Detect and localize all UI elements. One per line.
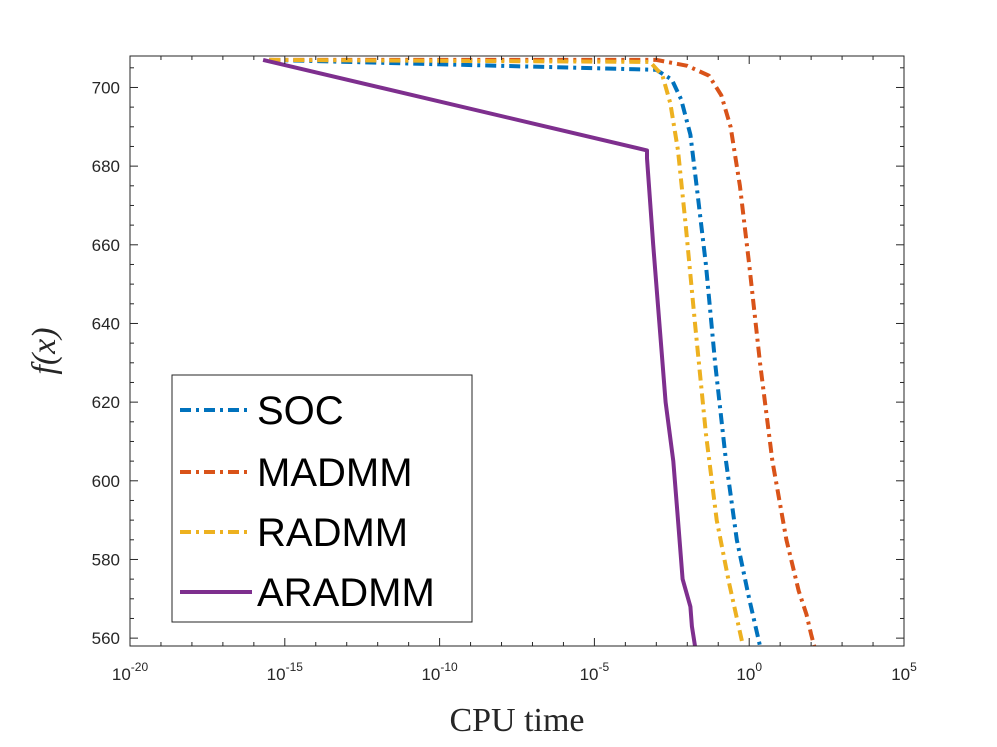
y-tick-label: 580: [92, 550, 120, 569]
y-tick-label: 700: [92, 78, 120, 97]
x-tick-exponent: 0: [755, 660, 762, 674]
x-tick-label: 10-10: [421, 660, 458, 684]
x-tick-exponent: -10: [440, 660, 458, 674]
x-tick-base: 10: [421, 665, 440, 684]
ticks-layer: [129, 56, 905, 646]
x-tick-base: 10: [891, 665, 910, 684]
y-tick-label: 620: [92, 393, 120, 412]
legend: SOC MADMM RADMM ARADMM: [171, 374, 473, 623]
y-tick-label: 680: [92, 157, 120, 176]
series-line-soc: [269, 57, 762, 647]
legend-label-aradmm: ARADMM: [257, 571, 435, 615]
x-tick-exponent: -15: [286, 660, 304, 674]
y-axis-title: f(x): [26, 327, 63, 374]
x-tick-base: 10: [580, 665, 599, 684]
legend-entries: SOC MADMM RADMM ARADMM: [180, 389, 435, 615]
x-tick-label: 10-15: [267, 660, 304, 684]
legend-label-madmm: MADMM: [257, 451, 413, 495]
series-layer: [262, 57, 817, 647]
x-tick-exponent: -5: [599, 660, 610, 674]
series-line-madmm: [269, 57, 817, 647]
x-tick-exponent: 5: [910, 660, 917, 674]
x-tick-label: 10-20: [112, 660, 149, 684]
x-tick-label: 105: [891, 660, 917, 684]
legend-label-soc: SOC: [257, 389, 344, 433]
plot-frame: [129, 55, 905, 647]
x-tick-exponent: -20: [131, 660, 149, 674]
legend-label-radmm: RADMM: [257, 511, 408, 555]
series-line-aradmm: [262, 57, 697, 647]
series-line-radmm: [269, 57, 745, 647]
x-tick-base: 10: [112, 665, 131, 684]
x-tick-label: 100: [736, 660, 762, 684]
y-tick-label: 640: [92, 314, 120, 333]
x-tick-base: 10: [267, 665, 286, 684]
legend-box: [171, 374, 473, 623]
x-axis-title: CPU time: [449, 702, 584, 739]
tick-labels: 10-20 10-15 10-10 10-5 100 105560580600620640…: [92, 78, 917, 684]
x-tick-label: 10-5: [580, 660, 610, 684]
y-tick-label: 660: [92, 236, 120, 255]
y-tick-label: 560: [92, 629, 120, 648]
y-tick-label: 600: [92, 472, 120, 491]
x-tick-base: 10: [736, 665, 755, 684]
